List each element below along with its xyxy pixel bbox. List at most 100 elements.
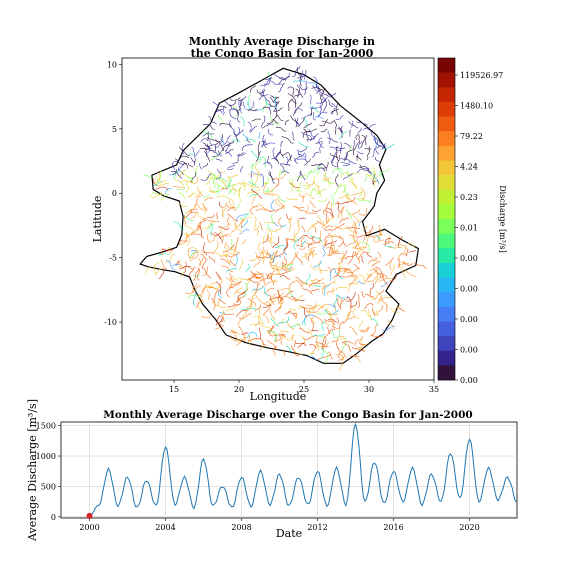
river-segment: [184, 205, 197, 214]
river-segment: [314, 285, 322, 288]
river-segment: [317, 167, 326, 172]
river-segment: [253, 186, 261, 188]
river-segment: [358, 320, 363, 330]
river-segment: [246, 297, 256, 308]
river-segment: [271, 194, 280, 198]
river-segment: [348, 212, 360, 222]
river-segment: [309, 356, 318, 361]
river-segment: [205, 176, 213, 179]
river-segment: [385, 257, 394, 267]
river-segment: [407, 242, 416, 249]
river-segment: [259, 89, 266, 94]
river-segment: [367, 146, 371, 161]
river-segment: [339, 217, 350, 224]
river-segment: [165, 253, 175, 263]
river-segment: [196, 294, 204, 303]
river-segment: [295, 342, 307, 347]
river-segment: [179, 162, 185, 169]
ts-y-tick-label: 1500: [36, 422, 56, 431]
river-segment: [202, 133, 214, 137]
river-segment: [336, 147, 339, 162]
river-segment: [228, 108, 239, 116]
river-segment: [210, 297, 216, 311]
river-segment: [215, 142, 219, 152]
ts-plot: 2000 2004 2008 2012 2016 2020 0 500 1000 1500: [36, 421, 518, 532]
river-segment: [274, 318, 285, 325]
river-segment: [296, 67, 301, 81]
river-segment: [292, 109, 296, 116]
river-segment: [226, 244, 239, 254]
river-segment: [229, 97, 241, 101]
ts-y-ticks: 0 500 1000 1500: [36, 422, 61, 522]
river-segment: [319, 119, 329, 127]
colorbar-tick-label: 79.22: [460, 132, 483, 141]
river-segment: [270, 273, 273, 281]
river-segment: [247, 338, 255, 342]
river-segment: [224, 149, 234, 154]
river-segment: [215, 281, 222, 295]
river-segment: [275, 272, 288, 275]
ts-x-tick-label: 2020: [459, 523, 479, 532]
river-segment: [322, 240, 328, 246]
river-segment: [310, 329, 318, 332]
colorbar-band: [438, 277, 455, 293]
river-segment: [301, 236, 305, 246]
river-segment: [217, 114, 224, 123]
river-segment: [235, 296, 241, 303]
river-segment: [306, 235, 315, 239]
river-segment: [397, 253, 408, 261]
river-segment: [242, 180, 246, 191]
river-segment: [312, 76, 318, 87]
river-segment: [306, 314, 316, 318]
river-segment: [367, 169, 373, 175]
map-y-tick-label: 10: [107, 60, 117, 69]
river-segment: [217, 299, 221, 307]
river-segment: [240, 218, 244, 229]
river-segment: [279, 170, 287, 175]
river-segment: [367, 235, 375, 238]
river-segment: [309, 264, 318, 270]
river-segment: [233, 287, 243, 295]
river-segment: [154, 268, 164, 276]
river-segment: [179, 146, 190, 156]
river-segment: [252, 287, 263, 292]
river-segment: [294, 312, 298, 320]
river-segment: [361, 309, 370, 318]
river-segment: [281, 152, 289, 156]
river-segment: [265, 187, 275, 195]
river-segment: [323, 281, 335, 290]
river-segment: [304, 193, 315, 200]
river-segment: [317, 163, 327, 171]
river-segment: [208, 148, 216, 152]
river-segment: [372, 307, 376, 317]
river-segment: [329, 146, 339, 149]
river-segment: [290, 251, 298, 264]
river-segment: [350, 120, 354, 128]
river-segment: [315, 336, 322, 347]
river-segment: [285, 238, 297, 243]
river-segment: [293, 340, 296, 348]
river-segment: [187, 153, 195, 155]
river-segment: [203, 151, 211, 162]
river-segment: [259, 249, 268, 261]
river-segment: [373, 233, 383, 243]
river-segment: [263, 287, 274, 295]
river-segment: [221, 204, 227, 218]
river-segment: [305, 310, 316, 313]
river-segment: [251, 193, 258, 205]
river-segment: [267, 231, 273, 243]
river-segment: [178, 202, 188, 208]
river-segment: [251, 205, 259, 208]
river-segment: [238, 95, 247, 102]
river-segment: [328, 309, 339, 315]
river-segment: [227, 304, 239, 308]
river-segment: [275, 126, 287, 132]
river-segment: [149, 191, 163, 198]
river-segment: [311, 162, 323, 167]
river-segment: [201, 267, 211, 279]
river-segment: [191, 223, 202, 234]
river-segment: [299, 328, 311, 334]
river-segment: [353, 263, 359, 270]
river-segment: [273, 255, 282, 263]
river-segment: [316, 85, 320, 94]
